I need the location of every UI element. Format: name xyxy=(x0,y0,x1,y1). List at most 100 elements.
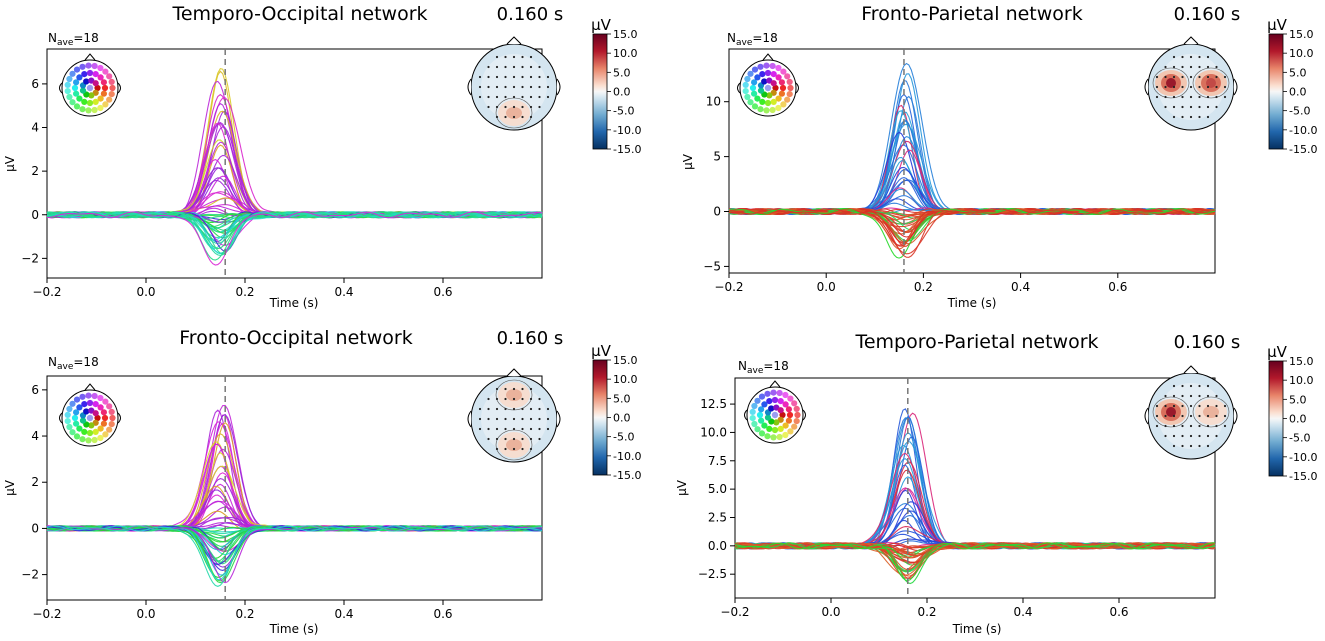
sensor-dot xyxy=(794,411,801,419)
topomap-sensor xyxy=(1155,404,1159,408)
topomap-sensor xyxy=(1181,394,1184,398)
channel-trace xyxy=(46,441,543,532)
topomap-sensor xyxy=(1215,394,1218,398)
channel-trace xyxy=(46,144,543,219)
topomap-hotspot-core xyxy=(506,439,522,451)
topomap-sensor xyxy=(504,417,507,421)
topomap-sensor xyxy=(529,85,533,89)
sensor-dot xyxy=(751,79,758,86)
sensor-dot xyxy=(759,71,766,78)
channel-trace xyxy=(728,131,1216,215)
sensor-dot xyxy=(758,406,765,413)
topomap-sensor xyxy=(487,417,490,421)
topomap-sensor xyxy=(529,75,533,79)
topomap-sensor xyxy=(1189,115,1193,119)
topomap-sensor xyxy=(1164,424,1167,428)
sensor-dot xyxy=(747,99,754,106)
channel-trace xyxy=(734,489,1216,550)
topomap-sensor xyxy=(495,397,499,401)
colorbar-tick-label: 10.0 xyxy=(613,373,638,386)
topomap-sensor xyxy=(1198,85,1201,89)
topomap-sensor xyxy=(1181,85,1184,89)
channel-trace xyxy=(46,525,543,582)
topomap xyxy=(1144,365,1238,460)
topomap-sensor xyxy=(1164,65,1167,69)
channel-trace xyxy=(46,422,543,532)
sensor-dot xyxy=(754,397,761,404)
sensor-dot xyxy=(764,99,772,107)
y-tick-label: 0 xyxy=(713,205,721,219)
topomap-hotspot-core xyxy=(506,107,522,119)
channel-trace xyxy=(46,70,543,219)
topomap-sensor xyxy=(1155,75,1159,79)
sensor-dot xyxy=(69,70,76,77)
sensor-dot xyxy=(79,106,86,113)
x-tick-label: 0.4 xyxy=(1013,605,1032,619)
topomap-sensor xyxy=(521,75,524,79)
plot-area xyxy=(46,48,543,279)
nose xyxy=(84,383,96,391)
sensor-dot xyxy=(751,103,759,110)
topomap-right-ear xyxy=(1233,78,1238,96)
sensor-dot xyxy=(775,64,782,72)
y-axis-label: µV xyxy=(675,479,689,496)
colorbar-tick-label: 15.0 xyxy=(613,28,638,41)
channel-trace xyxy=(734,487,1216,550)
channel-trace xyxy=(46,211,543,266)
topomap-sensor xyxy=(512,55,516,59)
sensor-dot xyxy=(101,84,109,92)
y-tick-label: 0 xyxy=(31,521,39,535)
sensor-dot xyxy=(749,84,757,92)
topomap-sensor xyxy=(504,95,507,99)
trace-group xyxy=(734,408,1216,585)
topomap-sensor xyxy=(1223,424,1227,428)
panel-temporo-occipital: Temporo-Occipital network 0.160 s Nave=1… xyxy=(3,3,641,310)
channel-trace xyxy=(728,169,1216,215)
channel-trace xyxy=(728,160,1216,215)
topomap-sensor xyxy=(1172,414,1176,418)
topomap-sensor xyxy=(529,105,533,109)
topomap-sensor xyxy=(1164,105,1167,109)
topomap-sensor xyxy=(1164,85,1167,89)
time-label: 0.160 s xyxy=(1174,332,1241,353)
topomap-sensor xyxy=(512,387,516,391)
colorbar-tick-label: -5.0 xyxy=(1289,432,1310,445)
topomap-sensor xyxy=(504,437,507,441)
sensor-dot xyxy=(768,405,775,412)
colorbar-tick-label: 0.0 xyxy=(613,412,631,425)
sensor-dot xyxy=(76,74,83,81)
topomap-sensor xyxy=(512,427,516,431)
sensor-dot xyxy=(97,64,104,72)
topomap-sensor xyxy=(1206,444,1210,448)
colorbar-tick-label: -15.0 xyxy=(1289,470,1317,483)
topomap-sensor xyxy=(529,387,533,391)
channel-trace xyxy=(46,97,543,219)
sensor-dot xyxy=(754,74,761,81)
sensor-dot xyxy=(106,426,113,433)
sensor-dot xyxy=(66,405,73,413)
right-ear xyxy=(117,82,121,94)
colorbar-tick-label: 10.0 xyxy=(613,47,638,60)
left-ear xyxy=(737,82,741,94)
nave-label: Nave=18 xyxy=(48,355,99,372)
topomap-sensor xyxy=(1181,384,1184,388)
sensor-dot xyxy=(793,418,800,425)
y-tick-label: 5.0 xyxy=(708,482,727,496)
topomap-sensor xyxy=(1223,414,1227,418)
topomap-sensor xyxy=(1198,55,1201,59)
channel-trace xyxy=(728,208,1216,244)
sensor-dot xyxy=(786,91,793,98)
topomap-sensor xyxy=(1198,95,1201,99)
channel-trace xyxy=(46,211,543,256)
sensor-dot xyxy=(94,84,101,92)
sensor-dot xyxy=(770,389,777,396)
colorbar-tick-label: -15.0 xyxy=(613,143,641,156)
channel-trace xyxy=(728,208,1216,255)
topomap-sensor xyxy=(521,407,524,411)
sensor-dot xyxy=(86,69,94,77)
topomap-hotspot-core xyxy=(506,389,522,401)
sensor-dot xyxy=(97,95,104,102)
sensor-dot xyxy=(66,423,73,431)
